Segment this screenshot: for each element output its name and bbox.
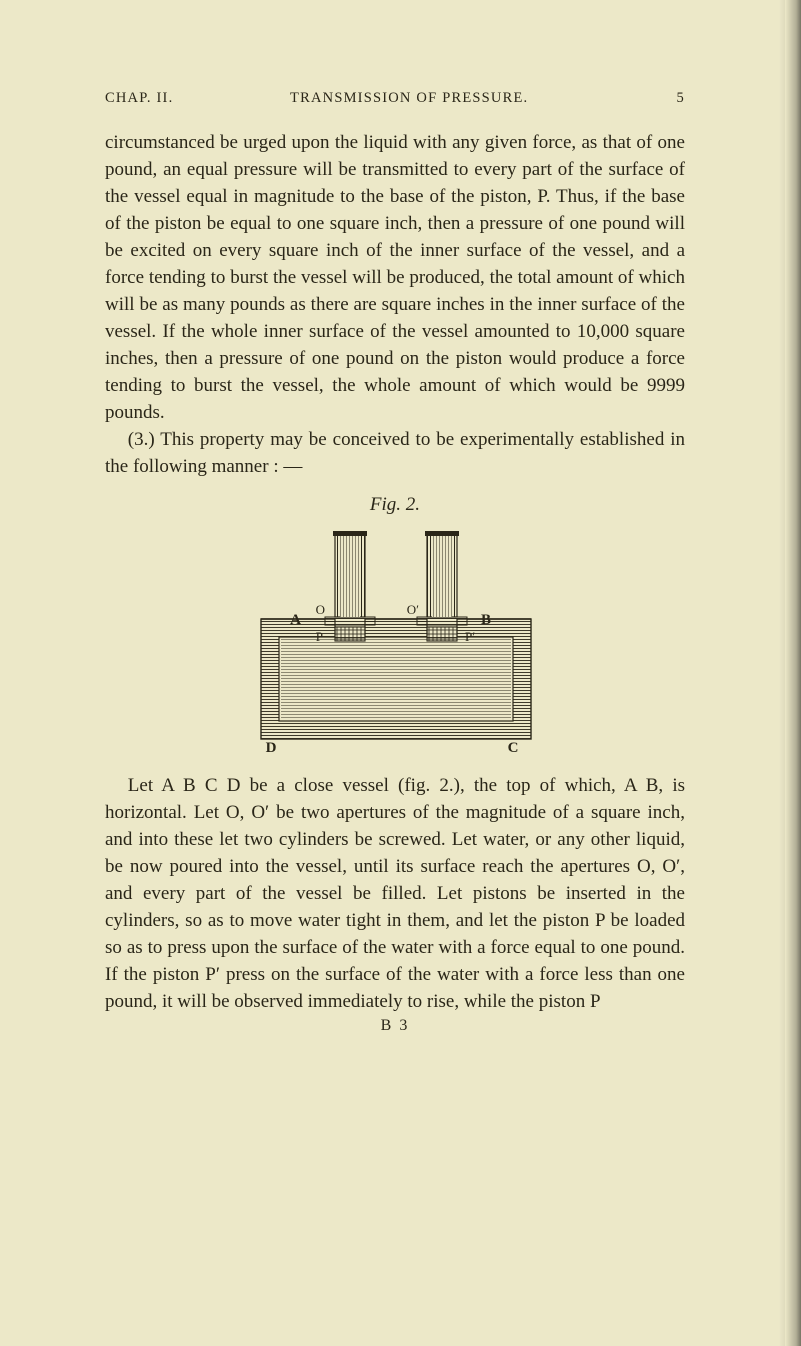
body-text-2: Let A B C D be a close vessel (fig. 2.),…: [105, 772, 685, 1015]
figure-caption: Fig. 2.: [105, 494, 685, 516]
body-text: circumstanced be urged upon the liquid w…: [105, 129, 685, 480]
figure-label-P-prime: P′: [465, 629, 475, 644]
signature-mark: B 3: [105, 1017, 685, 1035]
figure-label-O-prime: O′: [406, 602, 418, 617]
figure-2-diagram: A B D C O O′ P P′: [243, 524, 548, 754]
figure-label-O: O: [315, 602, 324, 617]
figure-label-P: P: [315, 629, 322, 644]
scan-gutter-shadow: [785, 0, 801, 1346]
page-number: 5: [645, 90, 685, 107]
running-head: CHAP. II. TRANSMISSION OF PRESSURE. 5: [105, 90, 685, 107]
running-head-chapter: CHAP. II.: [105, 90, 173, 107]
figure-label-A: A: [290, 612, 301, 628]
figure-label-D: D: [265, 740, 276, 754]
figure-wrap: A B D C O O′ P P′: [105, 524, 685, 754]
paragraph-2: (3.) This property may be conceived to b…: [105, 426, 685, 480]
figure-label-C: C: [507, 740, 518, 754]
page-content: CHAP. II. TRANSMISSION OF PRESSURE. 5 ci…: [105, 90, 685, 1035]
paragraph-1: circumstanced be urged upon the liquid w…: [105, 129, 685, 426]
running-head-title: TRANSMISSION OF PRESSURE.: [173, 90, 645, 107]
figure-label-B: B: [481, 612, 491, 628]
paragraph-3: Let A B C D be a close vessel (fig. 2.),…: [105, 772, 685, 1015]
